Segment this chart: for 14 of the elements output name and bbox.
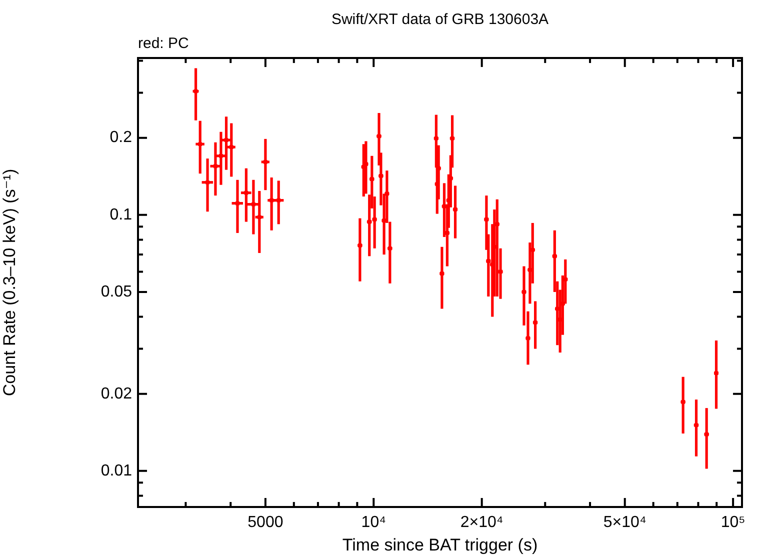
y-tick-label: 0.2 [110, 129, 132, 146]
x-axis-title: Time since BAT trigger (s) [342, 535, 538, 554]
chart-title: Swift/XRT data of GRB 130603A [331, 11, 549, 28]
x-tick-label: 2×10⁴ [460, 514, 504, 532]
y-tick-label: 0.02 [100, 385, 132, 402]
text: red: PC [138, 35, 190, 52]
y-tick-label: 0.01 [100, 462, 132, 480]
x-tick-label: 10⁵ [720, 514, 746, 532]
x-tick-label: 10⁴ [361, 514, 386, 532]
x-tick-label: 5000 [248, 514, 284, 532]
y-tick-label: 0.1 [110, 206, 132, 224]
y-tick-label: 0.05 [100, 283, 132, 300]
y-axis-title: Count Rate (0.3–10 keV) (s⁻¹) [0, 168, 19, 396]
x-tick-label: 5×10⁴ [603, 514, 646, 532]
